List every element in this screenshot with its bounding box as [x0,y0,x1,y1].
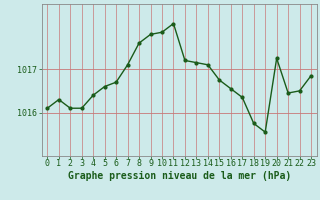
X-axis label: Graphe pression niveau de la mer (hPa): Graphe pression niveau de la mer (hPa) [68,171,291,181]
